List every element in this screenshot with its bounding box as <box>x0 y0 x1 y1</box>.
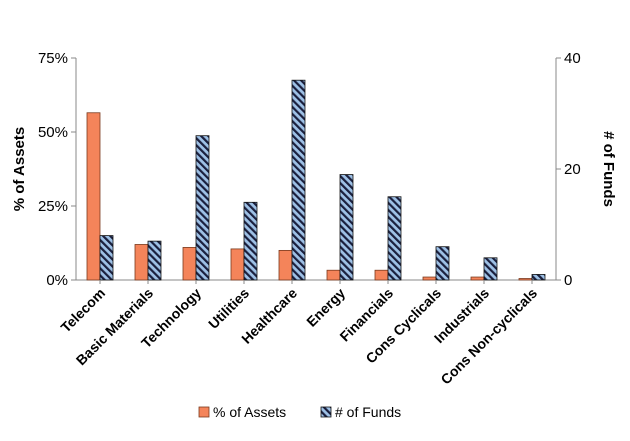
bar-pct-assets <box>134 244 149 281</box>
bar-pct-assets <box>182 247 197 281</box>
left-tick-label: 0% <box>46 272 68 289</box>
bar-num-funds <box>147 240 162 281</box>
bar-pct-assets <box>278 249 293 281</box>
legend-label-pct-assets: % of Assets <box>213 404 286 420</box>
left-tick-label: 75% <box>38 50 68 67</box>
bar-num-funds <box>243 201 258 281</box>
bar-num-funds <box>99 235 114 281</box>
bar-pct-assets <box>518 278 533 281</box>
y-right-axis-title: # of Funds <box>600 131 617 207</box>
bar-pct-assets <box>326 269 341 281</box>
left-tick-label: 25% <box>38 198 68 215</box>
legend-swatch-num-funds <box>320 406 332 418</box>
category-label: Cons Non-cyclicals <box>437 285 540 388</box>
legend-label-num-funds: # of Funds <box>335 404 401 420</box>
bar-num-funds <box>483 257 498 281</box>
bar-num-funds <box>195 135 210 281</box>
bar-num-funds <box>291 79 306 281</box>
bar-pct-assets <box>374 269 389 281</box>
left-tick-label: 50% <box>38 124 68 141</box>
bar-num-funds <box>387 196 402 281</box>
category-label: Energy <box>303 285 348 330</box>
y-left-axis-title: % of Assets <box>11 127 28 211</box>
bar-num-funds <box>531 274 546 281</box>
bar-pct-assets <box>86 112 101 281</box>
legend: % of Assets # of Funds <box>198 404 401 420</box>
right-tick-label: 20 <box>564 161 581 178</box>
category-label: Utilities <box>205 285 252 332</box>
right-tick-label: 40 <box>564 50 581 67</box>
legend-swatch-pct-assets <box>198 406 210 418</box>
right-tick-label: 0 <box>564 272 572 289</box>
bar-pct-assets <box>470 276 485 281</box>
bar-pct-assets <box>230 248 245 281</box>
bar-num-funds <box>435 246 450 281</box>
bar-pct-assets <box>422 276 437 281</box>
bar-num-funds <box>339 174 354 281</box>
